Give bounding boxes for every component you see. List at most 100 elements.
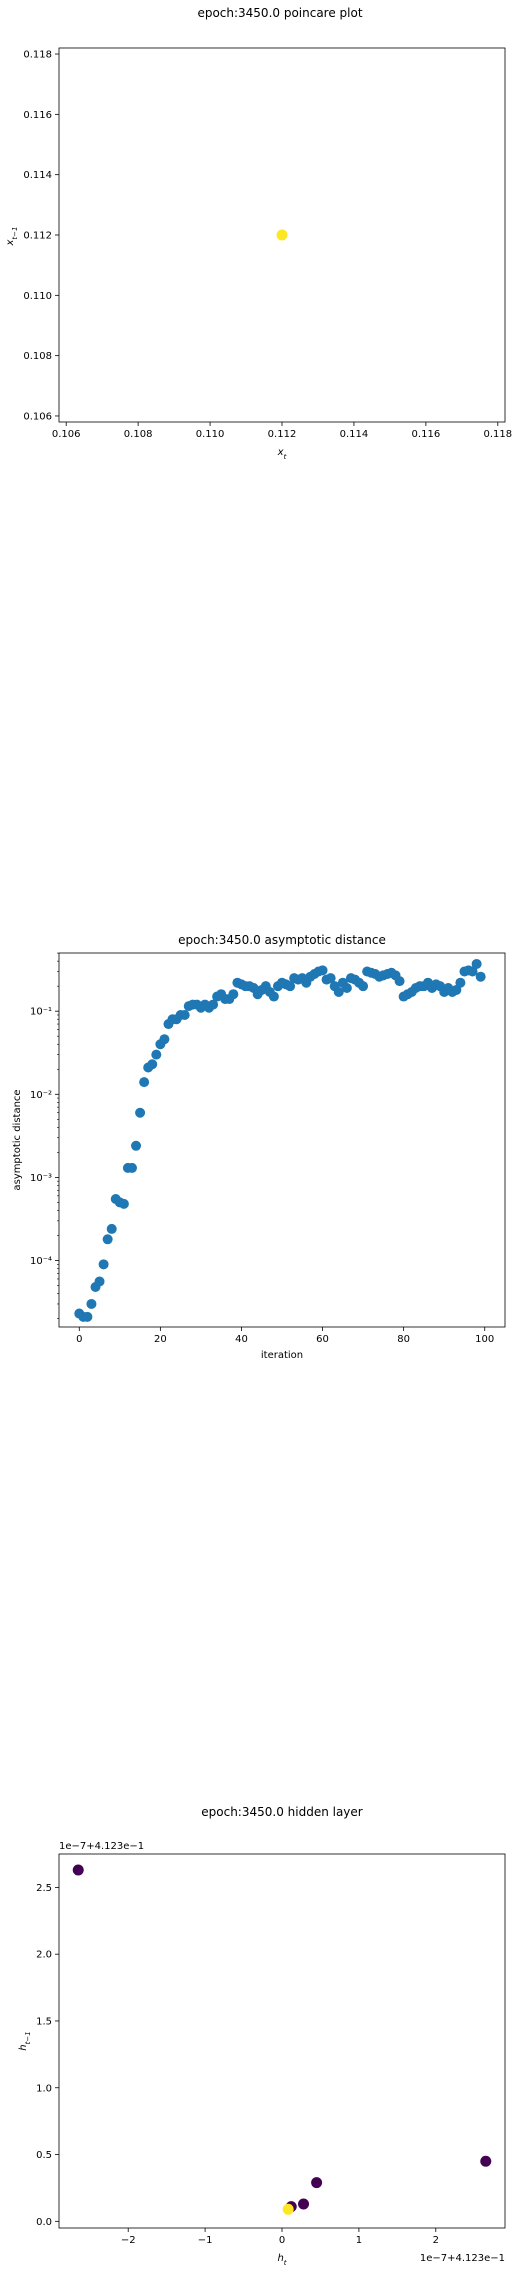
data-point [139,1077,150,1088]
hidden-y-label-main: h [18,2044,29,2050]
data-point [333,987,344,998]
x-tick-label: 0.116 [412,429,441,440]
data-point [298,2198,310,2210]
asymptotic-y-ticks: 10⁻⁴ 10⁻³ 10⁻² 10⁻¹ [30,952,59,1319]
data-point [276,229,288,241]
data-point [467,966,478,977]
hidden-y-offset-text: 1e−7+4.123e−1 [59,1841,144,1852]
x-tick-label: 0.114 [340,429,369,440]
poincare-y-label: xt−1 [5,227,19,247]
data-point [317,965,328,976]
poincare-x-label-sub: t [284,453,287,461]
data-point [282,2203,294,2215]
x-tick-label: 100 [475,1334,494,1345]
poincare-x-label-main: x [277,447,284,458]
y-tick-label: 0.110 [23,291,52,302]
y-tick-label: 10⁻⁴ [30,1256,52,1267]
y-tick-label: 10⁻³ [30,1173,52,1184]
data-point [126,1162,137,1173]
data-point [455,977,466,988]
data-point [106,1223,117,1234]
y-tick-label: 0.108 [23,351,52,362]
data-point [475,971,486,982]
x-tick-label: 0 [76,1334,82,1345]
x-tick-label: 2 [433,2235,439,2246]
x-tick-label: −1 [198,2235,213,2246]
x-tick-label: 60 [316,1334,329,1345]
y-tick-label: 10⁻² [30,1090,52,1101]
asymptotic-plot-frame [58,952,506,1328]
x-tick-label: 0.110 [196,429,225,440]
y-tick-label: 0.0 [36,2217,52,2228]
data-point [341,983,352,994]
hidden-y-label-sub: t−1 [24,2031,32,2044]
x-tick-label: 40 [235,1334,248,1345]
x-tick-label: 0.112 [268,429,297,440]
y-tick-label: 1.5 [36,2016,52,2027]
x-tick-label: 20 [154,1334,167,1345]
x-tick-label: 80 [397,1334,410,1345]
data-point [86,1298,97,1309]
hidden-y-ticks: 0.0 0.5 1.0 1.5 2.0 2.5 [36,1883,59,2228]
poincare-points [276,229,288,241]
data-point [179,1009,190,1020]
data-point [358,981,369,992]
poincare-chart: epoch:3450.0 poincare plot 0.106 0.108 0.1… [5,6,512,461]
hidden-x-ticks: −2 −1 0 1 2 [121,2228,439,2246]
y-tick-label: 0.118 [23,50,52,61]
data-point [268,991,279,1002]
asymptotic-title: epoch:3450.0 asymptotic distance [178,933,386,947]
asymptotic-y-label: asymptotic distance [12,1089,23,1190]
asymptotic-chart: epoch:3450.0 asymptotic distance 0 20 40 60… [12,933,506,1361]
hidden-x-label-sub: t [284,2259,287,2267]
asymptotic-x-label: iteration [261,1350,303,1361]
data-point [394,976,405,987]
data-point [94,1276,105,1287]
data-point [147,1059,158,1070]
data-point [311,2177,323,2189]
data-point [325,973,336,984]
data-point [228,989,239,1000]
hidden-x-offset-text: 1e−7+4.123e−1 [420,2253,505,2264]
data-point [285,981,296,992]
poincare-x-ticks: 0.106 0.108 0.110 0.112 0.114 0.116 0.118 [52,422,512,440]
data-point [102,1234,113,1245]
hidden-title: epoch:3450.0 hidden layer [201,1805,363,1819]
y-tick-label: 0.106 [23,411,52,422]
y-tick-label: 2.5 [36,1883,52,1894]
y-tick-label: 0.114 [23,170,52,181]
x-tick-label: 1 [356,2235,362,2246]
poincare-title: epoch:3450.0 poincare plot [197,6,362,20]
hidden-points [72,1864,492,2215]
hidden-y-label: ht−1 [18,2031,32,2050]
data-point [118,1198,129,1209]
data-point [480,2155,492,2167]
data-point [471,958,482,969]
asymptotic-x-ticks: 0 20 40 60 80 100 [76,1327,494,1345]
data-point [151,1049,162,1060]
data-point [82,1311,93,1322]
asymptotic-points [74,958,486,1322]
hidden-chart: epoch:3450.0 hidden layer 1e−7+4.123e−1 … [18,1805,506,2267]
x-tick-label: 0.118 [483,429,512,440]
hidden-x-label-main: h [277,2253,283,2264]
data-point [159,1034,170,1045]
data-point [135,1107,146,1118]
data-point [98,1259,109,1270]
x-tick-label: 0 [279,2235,285,2246]
y-tick-label: 0.5 [36,2150,52,2161]
y-tick-label: 10⁻¹ [30,1007,52,1018]
poincare-y-label-main: x [5,240,16,247]
poincare-y-label-sub: t−1 [11,227,19,240]
poincare-x-label: xt [277,447,287,461]
hidden-plot-frame [58,1853,506,2229]
x-tick-label: 0.106 [52,429,81,440]
data-point [208,999,219,1010]
x-tick-label: 0.108 [124,429,153,440]
y-tick-label: 0.112 [23,231,52,242]
data-point [72,1864,84,1876]
data-point [131,1140,142,1151]
y-tick-label: 1.0 [36,2083,52,2094]
x-tick-label: −2 [121,2235,136,2246]
